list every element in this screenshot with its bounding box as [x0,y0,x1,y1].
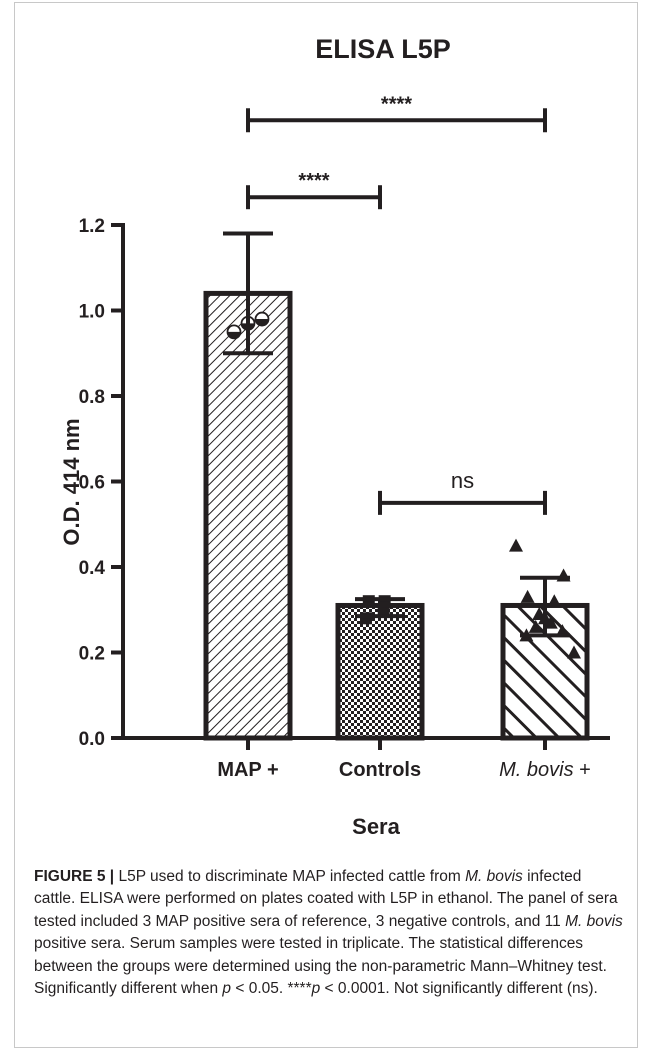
caption-part: M. bovis [565,912,623,930]
caption-part: < 0.0001. Not significantly different (n… [320,980,598,998]
y-tick-label: 0.8 [79,387,105,408]
caption-part: p [222,980,232,998]
figure-frame [14,2,638,1048]
data-point [520,589,535,603]
data-point [547,594,562,608]
elisa-chart: ELISA L5P Sera O.D. 414 nm 0.0 0.2 0.4 0.6 0… [59,34,610,839]
x-axis-label: Sera [352,814,400,839]
significance-label: ns [451,468,474,493]
chart-title: ELISA L5P [315,34,451,64]
caption-part: p [311,980,321,998]
significance-label: **** [381,93,412,115]
caption-part: M. bovis [465,868,523,885]
significance-label: **** [298,170,329,192]
y-tick-label: 0.0 [79,729,105,750]
data-point [255,319,269,326]
bar-0 [203,290,293,741]
caption-text: L5P used to discriminate MAP infected ca… [34,868,623,997]
x-tick-label: M. bovis + [499,759,591,781]
data-point [360,612,372,625]
data-point [362,595,375,608]
x-tick-label: Controls [339,759,421,781]
y-tick-label: 0.6 [79,473,105,494]
y-axis-label: O.D. 414 nm [59,418,84,545]
data-point [567,645,581,659]
data-point [509,538,523,552]
figure-label: FIGURE 5 | [34,868,115,885]
y-tick-label: 1.0 [79,302,105,323]
x-tick-label: MAP + [217,759,278,781]
y-tick-label: 0.2 [79,644,105,665]
caption-part: < 0.05. **** [231,980,312,998]
data-point [543,615,558,629]
bar-1 [335,602,425,741]
y-tick-label: 1.2 [79,216,105,237]
caption-part: positive sera. Serum samples were tested… [34,935,607,998]
caption-part: L5P used to discriminate MAP infected ca… [114,868,466,885]
caption-part: infected cattle. ELISA were performed on… [34,868,618,930]
data-point [227,331,241,339]
data-point [528,619,543,633]
y-tick-label: 0.4 [79,558,106,579]
figure-caption: FIGURE 5 | L5P used to discriminate MAP … [34,866,624,1000]
